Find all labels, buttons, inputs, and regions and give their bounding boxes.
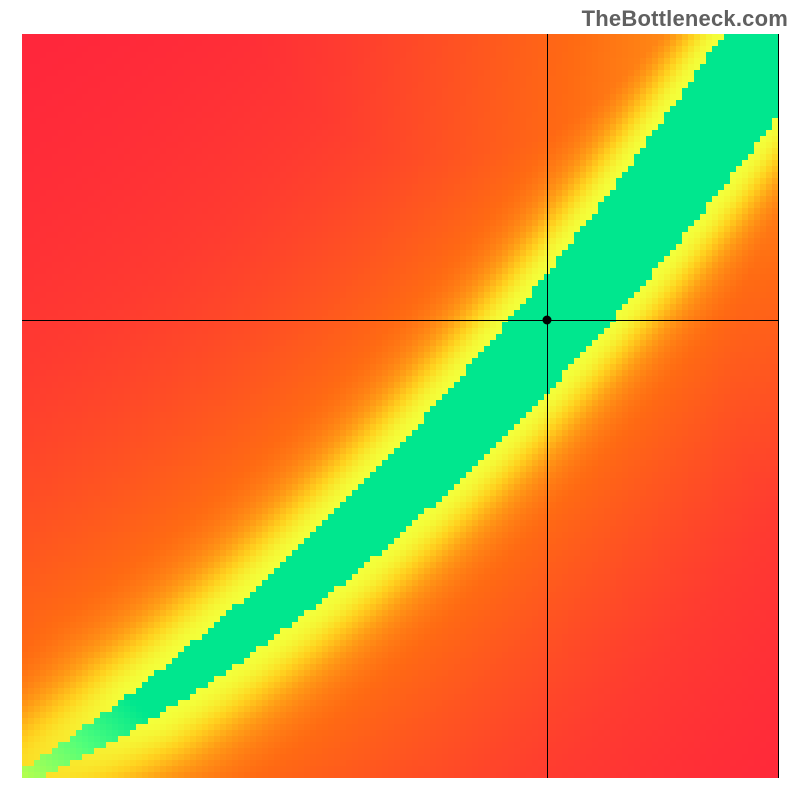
crosshair-horizontal	[22, 320, 778, 321]
intersection-marker	[543, 316, 552, 325]
attribution-label: TheBottleneck.com	[582, 6, 788, 32]
chart-container: TheBottleneck.com	[0, 0, 800, 800]
heatmap-canvas	[22, 34, 778, 778]
crosshair-vertical	[547, 34, 548, 778]
plot-area	[22, 34, 779, 778]
